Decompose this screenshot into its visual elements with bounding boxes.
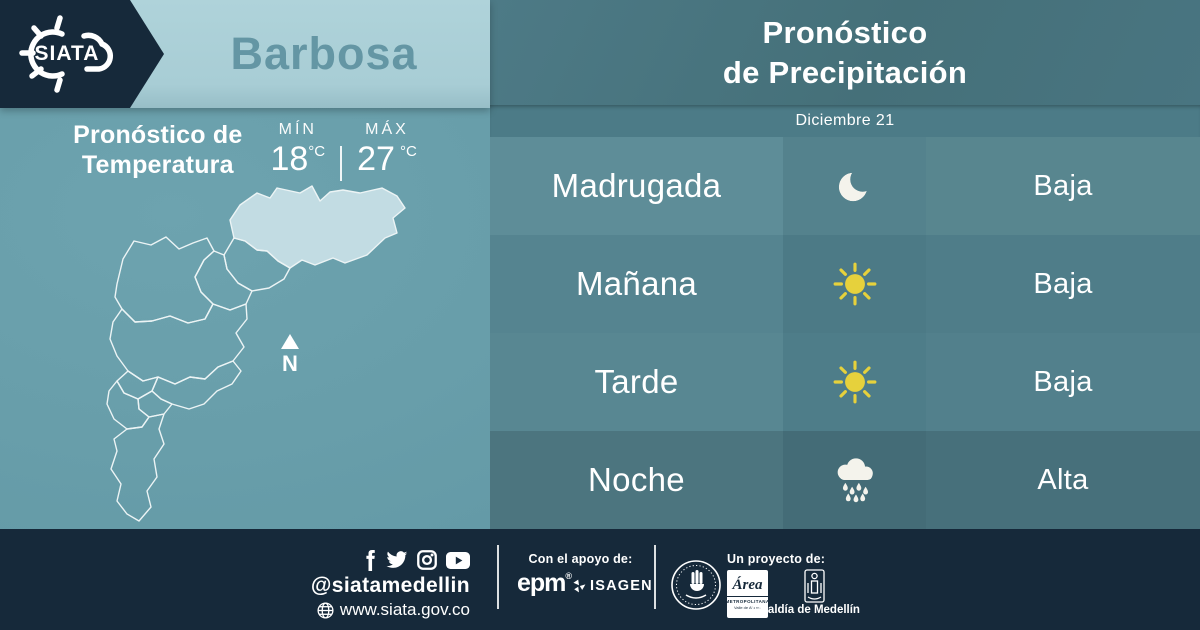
siata-logo-icon: SIATA [19,15,113,93]
sun-icon [833,360,876,404]
isagen-pinwheel-icon [573,579,586,593]
page-title: Barbosa [230,28,418,79]
level-label: Baja [1033,169,1093,202]
temperature-header: Pronóstico de Temperatura MÍN 18°C MÁX 2… [0,121,490,181]
area-metropolitana-logo: Área METROPOLITANA Valle de Aburrá [725,570,770,618]
footer-divider [654,545,656,609]
temperature-divider [340,146,343,181]
twitter-icon[interactable] [385,550,408,570]
footer-divider [497,545,499,609]
support-label: Con el apoyo de: [528,552,633,566]
brand-header: SIATA [0,0,164,108]
globe-icon [317,601,334,619]
sun-icon [833,262,876,306]
project-label: Un proyecto de: [727,552,826,566]
social-handle[interactable]: @siatamedellin [310,574,470,597]
period-label: Madrugada [551,167,722,204]
epm-logo: epm® [517,569,573,597]
level-label: Baja [1033,365,1093,398]
level-label: Baja [1033,267,1093,300]
facebook-icon[interactable] [365,549,376,571]
table-row: Mañana Baja [490,235,1200,333]
period-label: Mañana [575,265,698,302]
valle-de-aburra-map: N [106,185,406,522]
temperature-max: MÁX 27 °C [357,121,417,178]
precipitation-header: Pronóstico de Precipitación [490,0,1200,105]
institution-seal-logo [671,560,721,610]
temperature-min: MÍN 18°C [270,121,326,178]
isagen-logo: ISAGEN [571,578,653,594]
period-label: Tarde [594,363,679,400]
svg-text:N: N [282,351,298,376]
instagram-icon[interactable] [417,550,437,570]
moon-icon [838,172,867,202]
footer: @siatamedellin www.siata.gov.co Con el a… [0,529,1200,630]
social-block: @siatamedellin www.siata.gov.co [230,549,470,620]
table-row: Tarde Baja [490,333,1200,431]
alcaldia-emblem-icon [804,569,825,603]
temperature-panel: N Pronóstico de Temperatura MÍN 18°C MÁX… [0,108,490,529]
rain-icon [837,458,873,503]
temperature-title: Pronóstico de Temperatura [73,121,243,179]
precipitation-table: Madrugada Baja Mañana Baja Tarde [490,137,1200,529]
level-label: Alta [1037,463,1089,496]
table-row: Noche Alta [490,431,1200,529]
map-region-barbosa [229,185,406,269]
website-link[interactable]: www.siata.gov.co [339,600,470,619]
compass-north-icon: N [281,334,299,376]
alcaldia-caption: Alcaldía de Medellín [750,604,860,616]
forecast-date: Diciembre 21 [490,105,1200,137]
period-label: Noche [588,461,685,498]
youtube-icon[interactable] [446,551,470,569]
table-row: Madrugada Baja [490,137,1200,235]
svg-text:SIATA: SIATA [35,42,100,65]
